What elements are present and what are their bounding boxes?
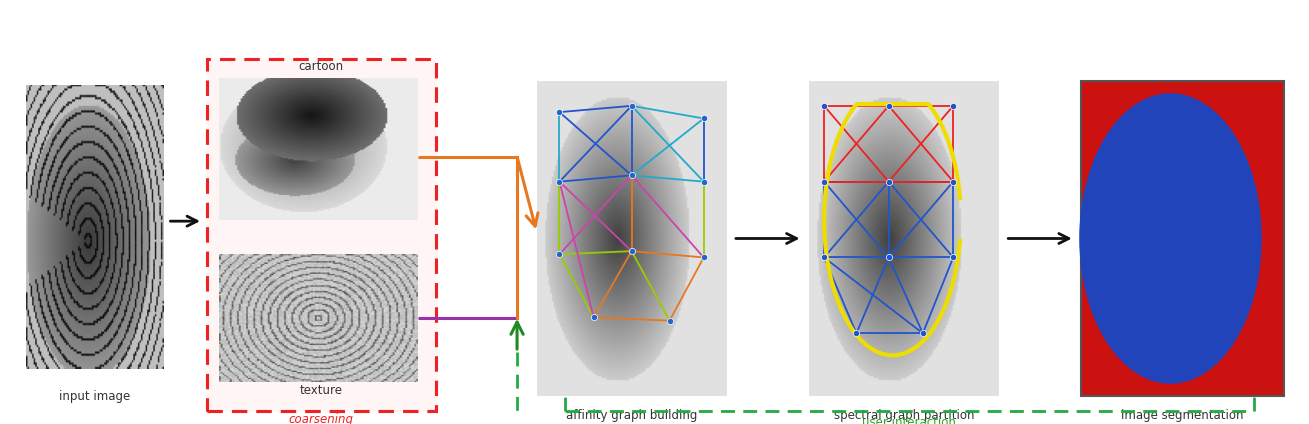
Text: coarsening: coarsening	[289, 413, 353, 424]
Bar	[207, 59, 436, 411]
Text: cartoon: cartoon	[298, 60, 344, 73]
Text: image segmentation: image segmentation	[1122, 409, 1244, 422]
Bar	[207, 59, 436, 411]
Text: texture: texture	[300, 384, 343, 397]
Text: user interaction: user interaction	[863, 416, 957, 424]
Ellipse shape	[1079, 93, 1262, 384]
Text: input image: input image	[59, 390, 131, 403]
Bar	[1081, 81, 1284, 396]
Text: spectral graph partition: spectral graph partition	[834, 409, 974, 422]
Text: affinity graph building: affinity graph building	[565, 409, 698, 422]
